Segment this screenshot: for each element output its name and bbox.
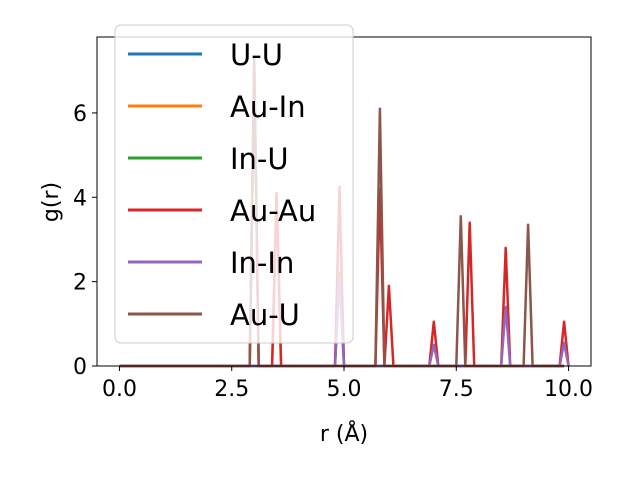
x-axis: 0.0 2.5 5.0 7.5 10.0 — [102, 366, 593, 402]
x-tick-label: 5.0 — [327, 377, 362, 402]
legend-label: Au-Au — [230, 194, 316, 228]
y-tick-label: 6 — [73, 102, 87, 127]
y-axis-label: g(r) — [39, 182, 64, 222]
legend-label: In-U — [230, 142, 289, 176]
legend: U-U Au-In In-U Au-Au In-In Au-U — [114, 24, 354, 344]
y-axis: 0 2 4 6 — [73, 102, 97, 380]
x-tick-label: 7.5 — [439, 377, 474, 402]
legend-label: In-In — [230, 246, 294, 280]
legend-label: Au-U — [230, 298, 300, 332]
y-tick-label: 4 — [73, 186, 87, 211]
x-tick-label: 2.5 — [214, 377, 249, 402]
legend-label: Au-In — [230, 90, 306, 124]
legend-box — [114, 24, 354, 344]
x-tick-label: 10.0 — [544, 377, 593, 402]
x-axis-label: r (Å) — [320, 420, 368, 447]
y-tick-label: 2 — [73, 271, 87, 296]
y-tick-label: 0 — [73, 355, 87, 380]
legend-label: U-U — [230, 38, 283, 72]
x-tick-label: 0.0 — [102, 377, 137, 402]
